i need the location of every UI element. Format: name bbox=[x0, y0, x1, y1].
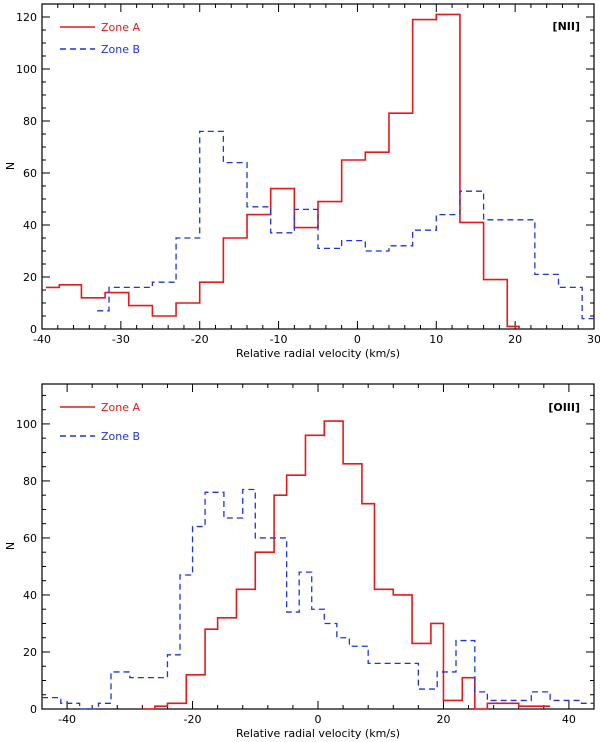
series-zone-b bbox=[97, 130, 594, 320]
y-tick-label: 40 bbox=[23, 589, 37, 602]
x-tick-label: -20 bbox=[184, 713, 202, 726]
y-tick-label: 60 bbox=[23, 532, 37, 545]
y-axis-label: N bbox=[4, 542, 17, 550]
ion-label: [OIII] bbox=[548, 401, 580, 414]
series-zone-a bbox=[142, 420, 551, 710]
x-tick-label: 0 bbox=[315, 713, 322, 726]
plot-frame bbox=[41, 3, 595, 330]
y-tick-label: 0 bbox=[30, 323, 37, 336]
y-tick-label: 80 bbox=[23, 475, 37, 488]
ion-label: [NII] bbox=[553, 20, 580, 33]
y-tick-label: 100 bbox=[16, 418, 37, 431]
x-tick-label: 20 bbox=[508, 333, 522, 346]
legend-label-zone-b: Zone B bbox=[101, 430, 140, 443]
legend-label-zone-a: Zone A bbox=[101, 21, 141, 34]
y-tick-label: 60 bbox=[23, 167, 37, 180]
legend-label-zone-a: Zone A bbox=[101, 401, 141, 414]
series-layer bbox=[42, 420, 594, 710]
x-tick-label: -40 bbox=[58, 713, 76, 726]
tick-group: -40 -30 -20 -10 0 10 20 30 0 20 40 60 80 100 120 bbox=[16, 3, 600, 346]
y-tick-label: 20 bbox=[23, 271, 37, 284]
y-tick-label: 80 bbox=[23, 115, 37, 128]
y-tick-label: 100 bbox=[16, 63, 37, 76]
x-tick-label: -30 bbox=[112, 333, 130, 346]
x-tick-label: 0 bbox=[354, 333, 361, 346]
series-layer bbox=[45, 13, 594, 329]
panel-oiii: -40 -20 0 20 40 0 20 40 60 80 100 Relative radial … bbox=[4, 383, 595, 740]
y-tick-label: 40 bbox=[23, 219, 37, 232]
x-tick-label: -40 bbox=[33, 333, 51, 346]
x-tick-label: 20 bbox=[436, 713, 450, 726]
x-tick-label: 30 bbox=[587, 333, 600, 346]
x-axis-label: Relative radial velocity (km/s) bbox=[236, 347, 400, 360]
tick-group: -40 -20 0 20 40 0 20 40 60 80 100 bbox=[16, 384, 595, 726]
series-zone-a bbox=[45, 13, 520, 329]
y-tick-label: 20 bbox=[23, 646, 37, 659]
x-tick-label: 10 bbox=[429, 333, 443, 346]
x-tick-label: -10 bbox=[270, 333, 288, 346]
x-tick-label: 40 bbox=[562, 713, 576, 726]
legend-label-zone-b: Zone B bbox=[101, 43, 140, 56]
legend: Zone A Zone B bbox=[60, 401, 141, 443]
y-axis-label: N bbox=[4, 162, 17, 170]
x-tick-label: -20 bbox=[191, 333, 209, 346]
panel-nii: -40 -30 -20 -10 0 10 20 30 0 20 40 60 80 100 120 Relat… bbox=[4, 3, 600, 360]
x-axis-label: Relative radial velocity (km/s) bbox=[236, 727, 400, 740]
y-tick-label: 0 bbox=[30, 703, 37, 716]
legend: Zone A Zone B bbox=[60, 21, 141, 56]
series-zone-b bbox=[42, 488, 594, 710]
y-tick-label: 120 bbox=[16, 11, 37, 24]
